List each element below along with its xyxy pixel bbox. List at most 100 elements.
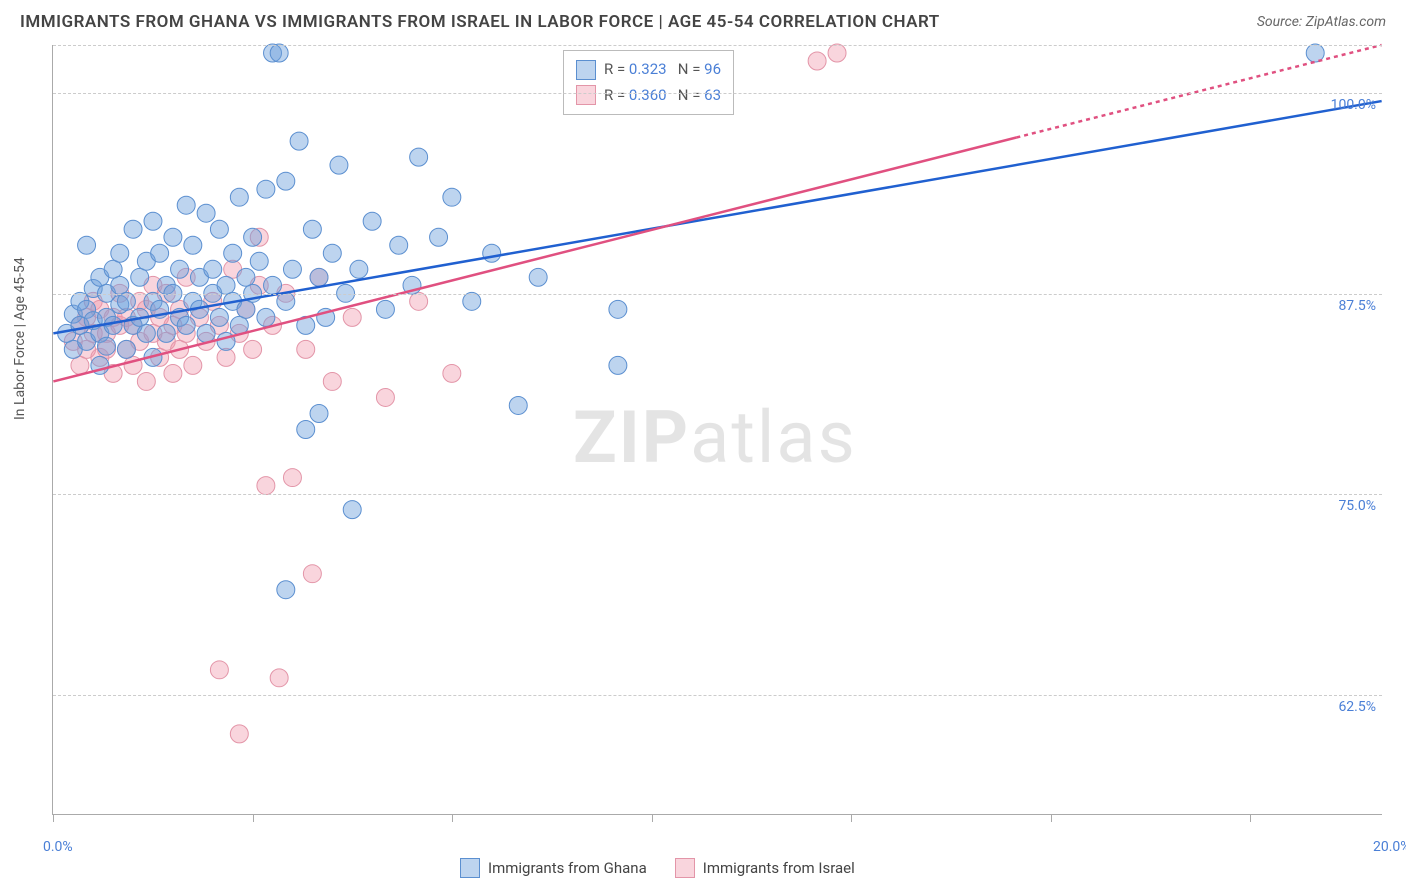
scatter-point xyxy=(164,228,182,246)
scatter-point xyxy=(210,308,228,326)
scatter-point xyxy=(303,565,321,583)
legend-item: Immigrants from Ghana xyxy=(460,858,647,878)
trend-line xyxy=(53,101,1381,333)
y-tick-label: 100.0% xyxy=(1331,97,1376,113)
scatter-point xyxy=(184,356,202,374)
scatter-point xyxy=(157,324,175,342)
scatter-point xyxy=(323,244,341,262)
x-tick xyxy=(851,814,852,822)
scatter-point xyxy=(117,340,135,358)
gridline xyxy=(53,45,1382,46)
scatter-point xyxy=(144,212,162,230)
scatter-point xyxy=(297,421,315,439)
scatter-point xyxy=(217,348,235,366)
scatter-point xyxy=(828,44,846,62)
scatter-point xyxy=(297,340,315,358)
legend-text: R = 0.323 N = 96 xyxy=(604,57,721,83)
source-label: Source: ZipAtlas.com xyxy=(1257,14,1386,30)
scatter-point xyxy=(310,268,328,286)
scatter-point xyxy=(310,404,328,422)
scatter-point xyxy=(78,236,96,254)
x-tick-label: 20.0% xyxy=(1373,839,1406,855)
scatter-point xyxy=(363,212,381,230)
scatter-point xyxy=(443,364,461,382)
legend-swatch xyxy=(460,858,480,878)
scatter-point xyxy=(230,188,248,206)
scatter-point xyxy=(290,132,308,150)
chart-plot-area: ZIPatlas R = 0.323 N = 96R = 0.360 N = 6… xyxy=(52,45,1382,815)
scatter-point xyxy=(204,260,222,278)
scatter-point xyxy=(270,669,288,687)
scatter-point xyxy=(283,260,301,278)
legend-label: Immigrants from Ghana xyxy=(488,859,647,877)
legend-swatch xyxy=(576,85,596,105)
scatter-point xyxy=(117,292,135,310)
scatter-point xyxy=(376,300,394,318)
scatter-point xyxy=(277,172,295,190)
y-axis-label: In Labor Force | Age 45-54 xyxy=(12,257,28,420)
scatter-point xyxy=(71,356,89,374)
scatter-point xyxy=(177,316,195,334)
legend-swatch xyxy=(576,60,596,80)
scatter-point xyxy=(151,244,169,262)
scatter-point xyxy=(124,220,142,238)
scatter-point xyxy=(483,244,501,262)
scatter-point xyxy=(463,292,481,310)
scatter-point xyxy=(277,581,295,599)
y-tick-label: 62.5% xyxy=(1338,699,1376,715)
scatter-point xyxy=(171,260,189,278)
scatter-point xyxy=(197,204,215,222)
legend-row: R = 0.323 N = 96 xyxy=(576,57,721,83)
scatter-point xyxy=(244,340,262,358)
scatter-point xyxy=(283,469,301,487)
x-tick xyxy=(1051,814,1052,822)
legend-row: R = 0.360 N = 63 xyxy=(576,83,721,109)
gridline xyxy=(53,294,1382,295)
scatter-point xyxy=(390,236,408,254)
scatter-point xyxy=(343,501,361,519)
scatter-point xyxy=(137,324,155,342)
legend-label: Immigrants from Israel xyxy=(703,859,855,877)
legend-swatch xyxy=(675,858,695,878)
gridline xyxy=(53,695,1382,696)
scatter-point xyxy=(177,196,195,214)
scatter-point xyxy=(250,252,268,270)
scatter-point xyxy=(184,236,202,254)
scatter-point xyxy=(257,477,275,495)
legend-text: R = 0.360 N = 63 xyxy=(604,83,721,109)
scatter-point xyxy=(197,324,215,342)
x-tick xyxy=(253,814,254,822)
scatter-point xyxy=(131,268,149,286)
scatter-point xyxy=(244,228,262,246)
scatter-point xyxy=(330,156,348,174)
gridline xyxy=(53,494,1382,495)
scatter-point xyxy=(210,220,228,238)
scatter-point xyxy=(609,356,627,374)
scatter-point xyxy=(410,292,428,310)
scatter-point xyxy=(323,372,341,390)
scatter-point xyxy=(164,364,182,382)
series-legend: Immigrants from Ghana Immigrants from Isr… xyxy=(460,858,855,878)
scatter-point xyxy=(111,276,129,294)
scatter-point xyxy=(137,372,155,390)
scatter-point xyxy=(104,316,122,334)
scatter-point xyxy=(343,308,361,326)
x-tick xyxy=(452,814,453,822)
trend-line xyxy=(53,138,1016,382)
scatter-point xyxy=(410,148,428,166)
scatter-point xyxy=(104,260,122,278)
scatter-point xyxy=(257,180,275,198)
scatter-point xyxy=(270,44,288,62)
chart-title: IMMIGRANTS FROM GHANA VS IMMIGRANTS FROM… xyxy=(20,12,940,32)
scatter-point xyxy=(609,300,627,318)
x-tick-label: 0.0% xyxy=(43,839,73,855)
legend-item: Immigrants from Israel xyxy=(675,858,855,878)
scatter-point xyxy=(808,52,826,70)
scatter-plot-svg xyxy=(53,45,1382,814)
x-tick xyxy=(53,814,54,822)
scatter-point xyxy=(303,220,321,238)
x-tick xyxy=(652,814,653,822)
scatter-point xyxy=(230,725,248,743)
scatter-point xyxy=(237,300,255,318)
correlation-legend: R = 0.323 N = 96R = 0.360 N = 63 xyxy=(563,50,734,115)
